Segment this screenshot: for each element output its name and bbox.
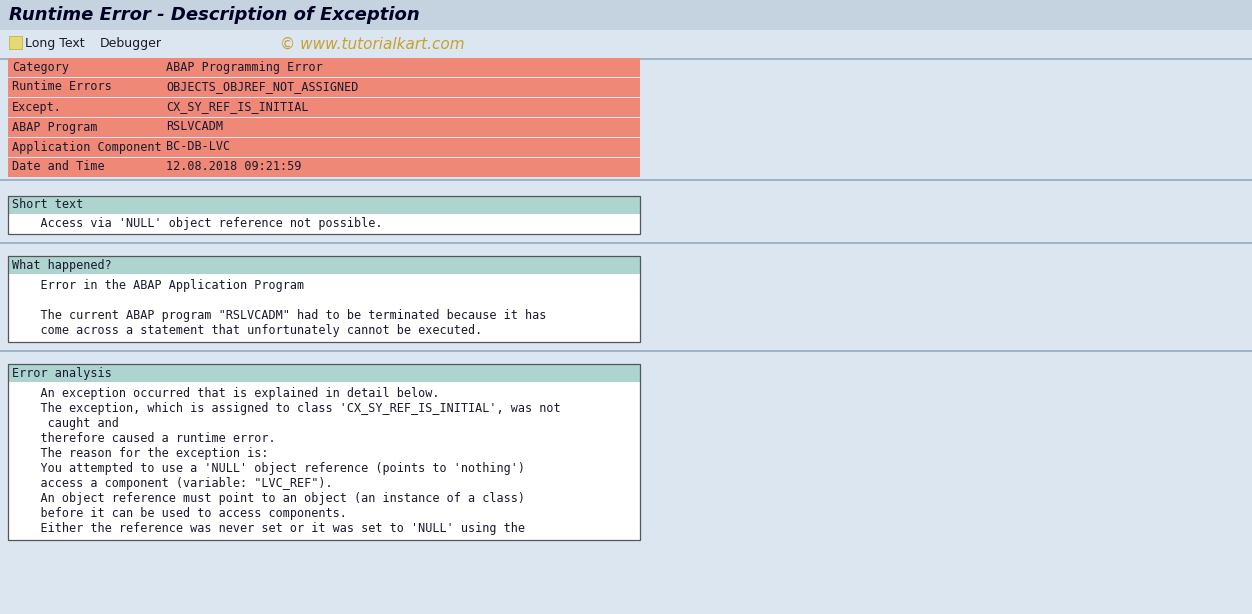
Text: CX_SY_REF_IS_INITIAL: CX_SY_REF_IS_INITIAL — [167, 101, 308, 114]
Text: You attempted to use a 'NULL' object reference (points to 'nothing'): You attempted to use a 'NULL' object ref… — [13, 462, 525, 475]
Bar — [8, 364, 640, 540]
Bar — [8, 256, 640, 342]
Bar — [8, 196, 640, 234]
Bar — [8, 58, 640, 77]
Bar — [8, 256, 640, 274]
Text: An object reference must point to an object (an instance of a class): An object reference must point to an obj… — [13, 492, 525, 505]
Text: ABAP Program: ABAP Program — [13, 120, 98, 133]
Text: ABAP Programming Error: ABAP Programming Error — [167, 61, 323, 74]
Bar — [8, 382, 640, 540]
Bar — [8, 364, 640, 382]
Text: caught and: caught and — [13, 417, 119, 430]
Text: Except.: Except. — [13, 101, 61, 114]
Text: OBJECTS_OBJREF_NOT_ASSIGNED: OBJECTS_OBJREF_NOT_ASSIGNED — [167, 80, 358, 93]
Text: Debugger: Debugger — [100, 37, 162, 50]
Bar — [0, 58, 1252, 60]
Bar — [0, 0, 1252, 30]
Bar — [8, 196, 640, 214]
Bar — [8, 214, 640, 234]
Bar — [0, 350, 1252, 351]
Text: Application Component: Application Component — [13, 141, 162, 154]
Bar — [8, 98, 640, 117]
Text: come across a statement that unfortunately cannot be executed.: come across a statement that unfortunate… — [13, 324, 482, 337]
Text: Long Text: Long Text — [25, 37, 85, 50]
Text: Short text: Short text — [13, 198, 83, 211]
Bar — [0, 30, 1252, 58]
Bar — [8, 158, 640, 177]
Text: BC-DB-LVC: BC-DB-LVC — [167, 141, 230, 154]
Text: Either the reference was never set or it was set to 'NULL' using the: Either the reference was never set or it… — [13, 522, 525, 535]
Bar — [0, 179, 1252, 181]
Text: 12.08.2018 09:21:59: 12.08.2018 09:21:59 — [167, 160, 302, 174]
Bar — [8, 118, 640, 137]
Text: An exception occurred that is explained in detail below.: An exception occurred that is explained … — [13, 387, 439, 400]
Text: Error in the ABAP Application Program: Error in the ABAP Application Program — [13, 279, 304, 292]
Text: before it can be used to access components.: before it can be used to access componen… — [13, 507, 347, 520]
Text: Date and Time: Date and Time — [13, 160, 105, 174]
Bar — [10, 37, 23, 49]
Text: © www.tutorialkart.com: © www.tutorialkart.com — [280, 36, 464, 52]
Text: The current ABAP program "RSLVCADM" had to be terminated because it has: The current ABAP program "RSLVCADM" had … — [13, 309, 546, 322]
Bar — [8, 78, 640, 97]
Text: What happened?: What happened? — [13, 258, 111, 271]
Text: access a component (variable: "LVC_REF").: access a component (variable: "LVC_REF")… — [13, 477, 333, 490]
Text: The reason for the exception is:: The reason for the exception is: — [13, 447, 268, 460]
Text: Error analysis: Error analysis — [13, 367, 111, 379]
Text: Runtime Error - Description of Exception: Runtime Error - Description of Exception — [9, 6, 419, 24]
Bar — [9, 36, 23, 50]
Text: Runtime Errors: Runtime Errors — [13, 80, 111, 93]
Text: The exception, which is assigned to class 'CX_SY_REF_IS_INITIAL', was not: The exception, which is assigned to clas… — [13, 402, 561, 415]
Text: Category: Category — [13, 61, 69, 74]
Text: Access via 'NULL' object reference not possible.: Access via 'NULL' object reference not p… — [13, 217, 383, 230]
Text: therefore caused a runtime error.: therefore caused a runtime error. — [13, 432, 275, 445]
Bar — [8, 138, 640, 157]
Bar — [8, 274, 640, 342]
Bar — [0, 242, 1252, 244]
Text: RSLVCADM: RSLVCADM — [167, 120, 223, 133]
